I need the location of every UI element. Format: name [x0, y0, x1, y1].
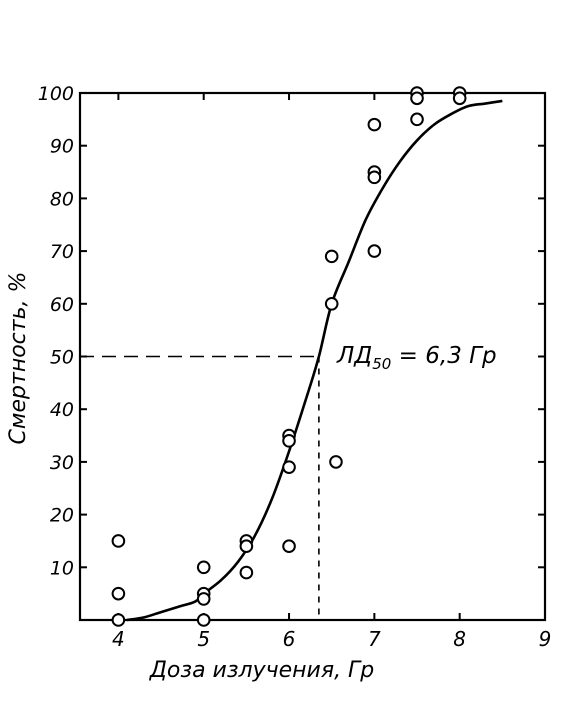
x-tick-label: 5: [197, 627, 210, 651]
y-tick-label: 20: [50, 505, 74, 527]
ld50-annotation-suffix: = 6,3 Гр: [391, 343, 496, 369]
y-tick-label: 90: [50, 136, 74, 158]
y-tick-label: 60: [50, 294, 74, 316]
data-point: [196, 613, 211, 627]
data-point: [367, 170, 382, 185]
data-point: [324, 297, 339, 311]
x-ticks: 4 5 6 7 8 9: [112, 93, 551, 651]
data-point: [367, 244, 382, 258]
data-point: [111, 613, 126, 627]
y-ticks: 10 20 30 40 50 60 70 80 90 100: [38, 83, 545, 579]
y-tick-label: 10: [50, 557, 74, 579]
x-tick-label: 9: [539, 627, 552, 651]
data-point: [111, 586, 126, 601]
y-axis-label: Смертность, %: [6, 272, 31, 445]
x-tick-label: 7: [368, 627, 381, 651]
data-point: [111, 534, 126, 548]
x-tick-label: 4: [112, 627, 125, 651]
data-point: [282, 434, 296, 448]
data-point: [410, 91, 424, 106]
ld50-guide-lines: [80, 355, 320, 620]
data-point: [410, 112, 424, 127]
data-points: [111, 86, 467, 627]
data-point: [239, 565, 254, 580]
y-tick-label: 80: [50, 188, 74, 210]
x-tick-label: 8: [453, 627, 466, 651]
y-tick-label: 100: [38, 83, 74, 105]
data-point: [282, 539, 296, 554]
x-axis-label: Доза излучения, Гр: [149, 658, 375, 683]
fitted-curve-layer: [126, 99, 503, 622]
data-point: [329, 455, 343, 469]
ld50-annotation-subscript: 50: [372, 355, 391, 373]
y-tick-label: 40: [50, 399, 74, 421]
data-point: [367, 117, 382, 132]
y-tick-label: 70: [50, 241, 74, 263]
x-tick-label: 6: [283, 627, 296, 651]
data-point: [282, 460, 296, 474]
data-point: [324, 249, 339, 264]
y-tick-label: 50: [50, 347, 74, 369]
ld50-annotation-prefix: ЛД: [336, 343, 372, 369]
y-tick-label: 30: [50, 452, 74, 474]
fitted-curve: [126, 99, 503, 622]
data-point: [196, 560, 211, 575]
data-point: [196, 592, 211, 606]
data-point: [239, 539, 254, 554]
ld50-annotation: ЛД50 = 6,3 Гр: [336, 343, 497, 373]
data-point: [452, 91, 467, 106]
